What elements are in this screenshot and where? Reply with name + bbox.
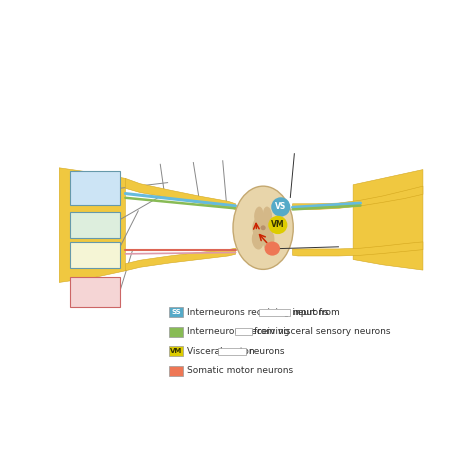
Ellipse shape: [263, 207, 272, 224]
Ellipse shape: [264, 241, 280, 256]
Ellipse shape: [252, 215, 274, 240]
FancyBboxPatch shape: [169, 307, 183, 317]
Polygon shape: [125, 178, 236, 209]
Text: Visceral motor: Visceral motor: [187, 347, 253, 356]
Ellipse shape: [254, 207, 263, 224]
Ellipse shape: [233, 186, 293, 269]
Ellipse shape: [268, 216, 287, 234]
Polygon shape: [292, 242, 423, 256]
FancyBboxPatch shape: [169, 327, 183, 337]
Text: neurons: neurons: [248, 347, 284, 356]
Ellipse shape: [263, 231, 274, 250]
FancyBboxPatch shape: [70, 171, 120, 205]
Text: SS: SS: [172, 310, 181, 316]
Polygon shape: [59, 168, 125, 283]
Text: Interneurons receiving input from: Interneurons receiving input from: [187, 308, 340, 317]
FancyBboxPatch shape: [70, 277, 120, 307]
Text: from visceral sensory neurons: from visceral sensory neurons: [254, 327, 390, 336]
FancyBboxPatch shape: [70, 242, 120, 268]
Text: Interneurons receiving: Interneurons receiving: [187, 327, 290, 336]
Text: neurons: neurons: [292, 308, 328, 317]
Text: VS: VS: [275, 202, 286, 212]
FancyBboxPatch shape: [236, 328, 252, 335]
Polygon shape: [292, 186, 423, 209]
Text: VM: VM: [170, 348, 182, 354]
FancyBboxPatch shape: [70, 212, 120, 238]
Ellipse shape: [252, 231, 264, 250]
FancyBboxPatch shape: [169, 346, 183, 356]
Ellipse shape: [271, 197, 290, 217]
Polygon shape: [125, 248, 236, 271]
FancyBboxPatch shape: [169, 365, 183, 376]
Circle shape: [261, 225, 266, 230]
FancyBboxPatch shape: [259, 309, 290, 316]
FancyBboxPatch shape: [219, 348, 246, 354]
Text: Somatic motor neurons: Somatic motor neurons: [187, 366, 293, 375]
Polygon shape: [353, 169, 423, 270]
Text: VM: VM: [271, 220, 284, 229]
